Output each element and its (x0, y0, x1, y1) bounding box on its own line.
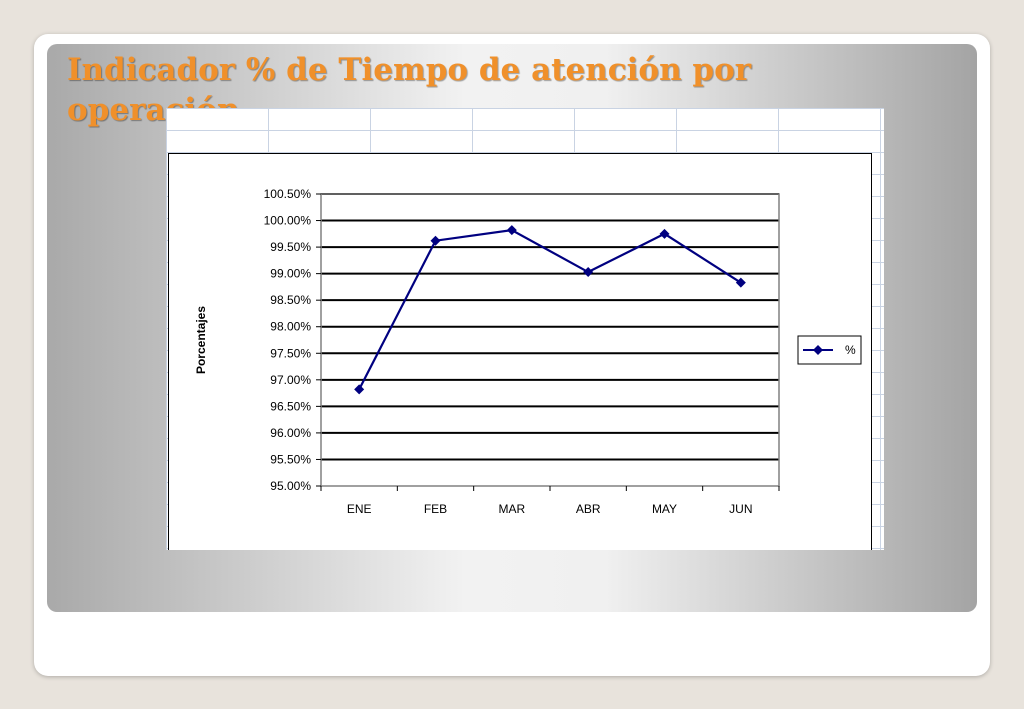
y-axis-label: Porcentajes (194, 306, 208, 374)
y-tick-label: 95.50% (270, 452, 311, 466)
x-tick-label: ENE (347, 502, 372, 516)
series-line (358, 228, 742, 390)
y-tick-label: 97.50% (270, 346, 311, 360)
y-tick-label: 97.00% (270, 373, 311, 387)
y-tick-label: 96.50% (270, 399, 311, 413)
legend[interactable]: % (797, 335, 862, 365)
data-point[interactable] (735, 277, 746, 288)
y-tick-label: 96.00% (270, 426, 311, 440)
x-tick-label: ABR (576, 502, 601, 516)
x-tick-label: JUN (729, 502, 752, 516)
slide-title: Indicador % de Tiempo de atención por op… (67, 52, 752, 128)
x-tick-label: MAR (498, 502, 525, 516)
chart-area[interactable]: 95.00% 95.50% 96.00% 96.50% 97.00% 97.50% 98.0… (168, 153, 872, 550)
data-point[interactable] (354, 384, 365, 395)
data-point[interactable] (659, 228, 670, 239)
plot-area-frame (320, 193, 780, 487)
data-point[interactable] (430, 235, 441, 246)
y-tick-label: 100.50% (264, 187, 312, 201)
y-tick-label: 99.50% (270, 240, 311, 254)
x-tick-label: FEB (424, 502, 447, 516)
legend-label: % (845, 343, 856, 357)
data-point[interactable] (583, 267, 594, 278)
y-tick-label: 99.00% (270, 267, 311, 281)
x-tick-label: MAY (652, 502, 677, 516)
legend-marker (813, 345, 823, 355)
y-tick-label: 98.00% (270, 320, 311, 334)
y-tick-label: 100.00% (264, 214, 312, 228)
y-tick-label: 95.00% (270, 479, 311, 493)
data-point[interactable] (506, 225, 517, 236)
y-tick-label: 98.50% (270, 293, 311, 307)
line-chart: 95.00% 95.50% 96.00% 96.50% 97.00% 97.50% 98.0… (194, 187, 862, 516)
